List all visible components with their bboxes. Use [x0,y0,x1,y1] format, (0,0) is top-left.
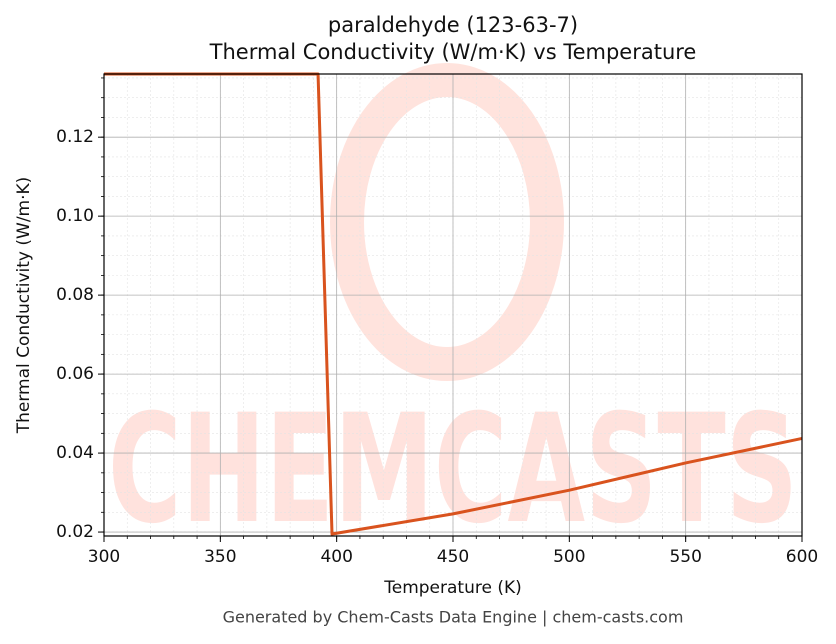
y-axis-label: Thermal Conductivity (W/m·K) [14,177,34,435]
y-tick-label: 0.04 [56,443,94,463]
x-tick-label: 550 [669,547,701,567]
x-tick-label: 450 [437,547,469,567]
footer: Generated by Chem-Casts Data Engine | ch… [223,608,684,627]
x-tick-label: 500 [553,547,585,567]
y-tick-label: 0.06 [56,364,94,384]
x-axis-label: Temperature (K) [383,578,522,598]
chart-title: paraldehyde (123-63-7) [328,13,578,37]
x-tick-label: 600 [786,547,818,567]
x-tick-label: 350 [204,547,236,567]
y-tick-label: 0.12 [56,127,94,147]
y-tick-label: 0.02 [56,522,94,542]
chart-subtitle: Thermal Conductivity (W/m·K) vs Temperat… [209,40,697,64]
plot-frame [103,73,803,537]
y-tick-label: 0.08 [56,285,94,305]
y-tick-label: 0.10 [56,206,94,226]
x-tick-label: 400 [320,547,352,567]
x-tick-label: 300 [88,547,120,567]
watermark-logo [330,63,564,381]
